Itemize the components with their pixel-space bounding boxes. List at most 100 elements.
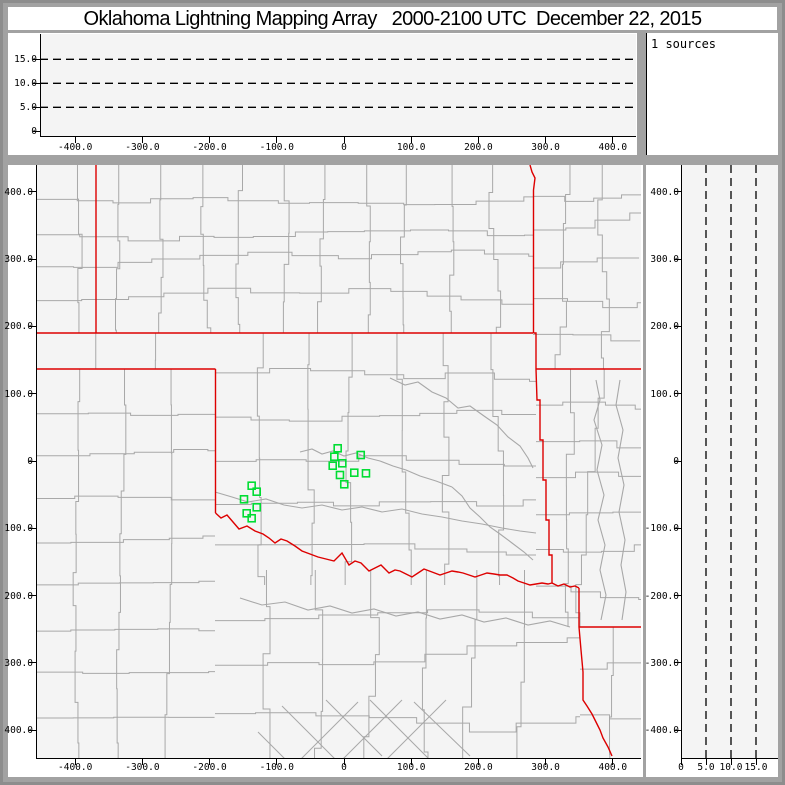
lma-station-marker	[247, 513, 256, 523]
county-line	[36, 229, 533, 242]
county-line	[72, 369, 81, 759]
county-line	[536, 511, 641, 516]
county-line	[533, 298, 641, 309]
county-line	[564, 369, 575, 627]
county-line	[36, 448, 215, 457]
county-line	[317, 165, 326, 333]
plan-view-map[interactable]	[36, 165, 641, 759]
county-line	[262, 570, 271, 759]
county-line	[257, 731, 286, 759]
river-county-line	[389, 377, 534, 469]
river-county-line	[451, 486, 534, 561]
county-line	[580, 662, 641, 670]
state-border-line	[578, 626, 613, 757]
lma-station-marker	[328, 461, 338, 471]
county-line	[536, 440, 641, 449]
river-county-line	[593, 379, 607, 621]
county-line	[215, 409, 536, 422]
lma-station-marker	[252, 503, 262, 512]
state-border-line	[533, 332, 537, 369]
county-line	[36, 287, 533, 305]
county-line	[215, 455, 536, 467]
county-line	[36, 716, 215, 719]
county-line	[215, 543, 536, 556]
county-line	[282, 165, 290, 333]
county-line	[164, 369, 173, 759]
lma-station-marker	[330, 452, 339, 461]
county-line	[342, 699, 403, 759]
river-county-line	[615, 379, 627, 621]
county-line	[76, 165, 83, 333]
state-border-line	[529, 165, 536, 333]
county-line	[580, 714, 641, 720]
county-line	[158, 165, 164, 333]
county-line	[36, 196, 533, 206]
county-line	[533, 333, 641, 342]
river-county-line	[214, 491, 537, 534]
state-border-line	[535, 368, 553, 583]
page-title: Oklahoma Lightning Mapping Array 2000-21…	[83, 8, 703, 30]
county-line	[516, 570, 525, 759]
county-line	[235, 165, 244, 333]
state-border-line	[215, 512, 553, 586]
county-line	[116, 369, 127, 759]
county-line	[533, 194, 641, 202]
county-line	[449, 165, 455, 333]
county-line	[488, 165, 502, 333]
county-line	[281, 705, 336, 759]
county-line	[386, 699, 447, 759]
county-line	[396, 333, 412, 585]
title-strip: Oklahoma Lightning Mapping Array 2000-21…	[8, 7, 777, 30]
lma-station-marker	[339, 479, 349, 489]
county-line	[325, 699, 383, 757]
county-line	[307, 333, 315, 585]
county-line	[314, 570, 324, 759]
county-line	[215, 637, 580, 666]
county-line	[441, 333, 450, 585]
county-line	[36, 412, 215, 416]
lma-station-marker	[247, 481, 256, 490]
county-line	[215, 609, 580, 622]
county-line	[215, 499, 536, 507]
lma-station-marker	[239, 494, 249, 504]
river-county-line	[299, 448, 453, 488]
alt-vs-ew-plot[interactable]	[40, 34, 636, 137]
county-line	[36, 535, 215, 544]
county-line	[200, 165, 212, 333]
lma-station-marker	[252, 487, 262, 496]
county-line	[36, 580, 215, 586]
county-line	[215, 368, 536, 382]
county-line	[300, 701, 359, 759]
source-count-label: 1 sources	[651, 37, 717, 51]
county-line	[114, 165, 121, 333]
state-border-line	[551, 582, 580, 589]
lma-station-marker	[338, 458, 347, 468]
county-line	[369, 699, 429, 759]
county-line	[609, 627, 614, 759]
county-line	[215, 712, 580, 733]
county-line	[490, 333, 505, 585]
county-line	[597, 165, 610, 369]
county-line	[575, 369, 605, 627]
county-line	[36, 495, 215, 501]
county-line	[36, 249, 533, 268]
county-line	[533, 212, 641, 231]
county-line	[363, 570, 380, 759]
county-line	[256, 333, 266, 585]
county-line	[36, 671, 215, 674]
county-line	[536, 401, 641, 410]
county-line	[413, 701, 471, 757]
lma-station-marker	[335, 470, 345, 480]
lma-station-marker	[356, 450, 366, 460]
county-line	[536, 544, 641, 553]
county-line	[36, 628, 215, 632]
source-counter-panel: 1 sources	[646, 33, 778, 155]
lma-station-marker	[333, 443, 342, 453]
lma-station-marker	[361, 469, 371, 478]
county-line	[554, 165, 571, 369]
county-line	[421, 570, 429, 759]
alt-vs-ns-plot[interactable]	[681, 165, 778, 759]
river-county-line	[239, 597, 571, 628]
lma-station-marker	[349, 468, 359, 478]
